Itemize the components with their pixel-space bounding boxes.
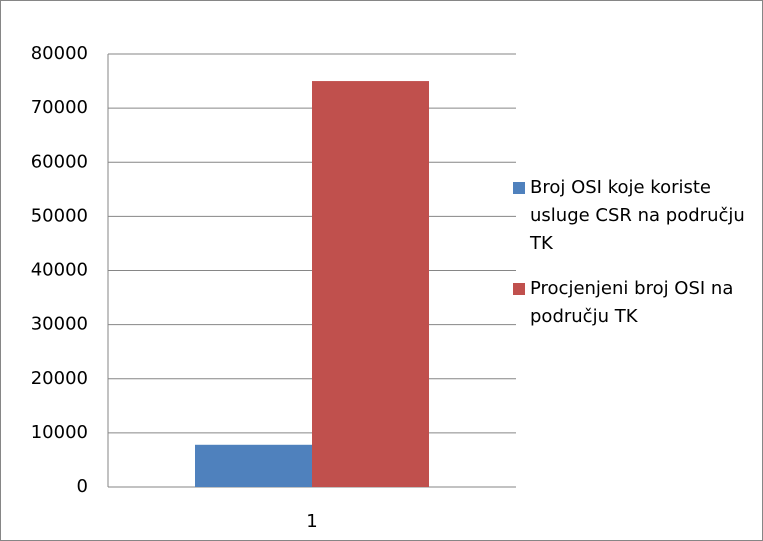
y-tick-label: 30000: [31, 314, 88, 335]
y-tick-label: 20000: [31, 368, 88, 389]
legend-label: Procjenjeni broj OSI na području TK: [530, 278, 733, 327]
x-tick-label: 1: [306, 511, 317, 532]
bar: [312, 81, 429, 487]
y-tick-label: 80000: [31, 43, 88, 64]
y-tick-label: 40000: [31, 260, 88, 281]
y-tick-label: 60000: [31, 151, 88, 172]
legend-swatch: [513, 182, 525, 194]
y-tick-label: 70000: [31, 97, 88, 118]
y-tick-label: 50000: [31, 205, 88, 226]
legend-label: Broj OSI koje koriste usluge CSR na podru…: [529, 177, 745, 254]
legend-swatch: [513, 283, 525, 295]
bar: [195, 444, 312, 487]
y-tick-label: 0: [77, 476, 88, 497]
y-tick-label: 10000: [31, 422, 88, 443]
